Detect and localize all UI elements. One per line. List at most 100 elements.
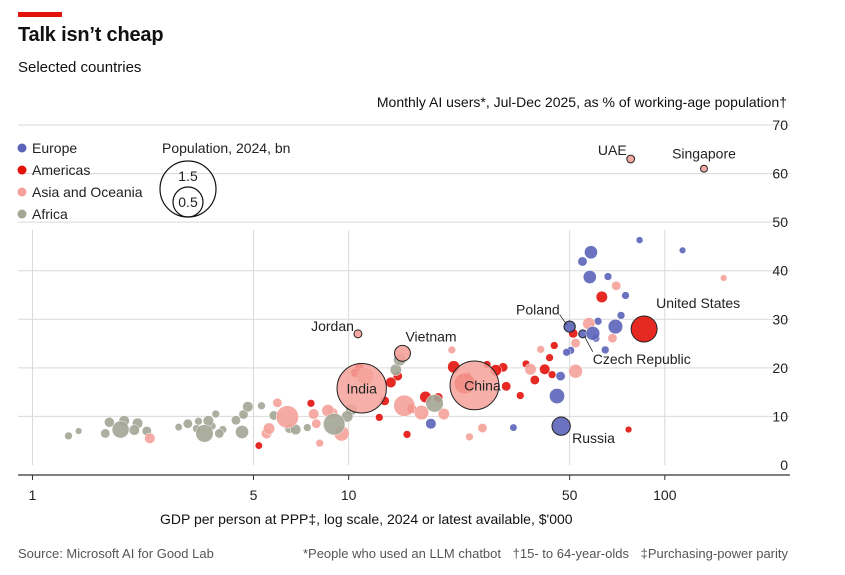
label-singapore: Singapore xyxy=(672,146,736,162)
data-point xyxy=(235,425,249,439)
data-point xyxy=(550,341,559,350)
y-tick-label: 10 xyxy=(772,408,788,424)
data-point xyxy=(562,348,571,357)
y-tick-label: 70 xyxy=(772,117,788,133)
data-point xyxy=(375,413,384,422)
data-point-jordan xyxy=(353,329,363,339)
data-point xyxy=(311,418,322,429)
data-point xyxy=(477,423,488,434)
data-point xyxy=(582,270,597,284)
data-point xyxy=(611,280,622,291)
size-legend-value-small: 0.5 xyxy=(178,194,198,210)
data-point xyxy=(524,363,537,376)
data-point xyxy=(529,375,540,385)
data-point xyxy=(308,408,320,420)
data-point xyxy=(195,424,214,443)
data-point xyxy=(111,420,130,439)
x-tick-label: 50 xyxy=(562,487,578,503)
footnotes: *People who used an LLM chatbot †15- to … xyxy=(295,546,788,561)
legend-dot-americas xyxy=(17,165,27,175)
x-tick-label: 10 xyxy=(341,487,357,503)
data-point xyxy=(437,407,450,421)
data-point xyxy=(621,291,630,300)
data-point-united-states xyxy=(630,315,658,343)
label-china: China xyxy=(464,377,501,393)
data-point-uae xyxy=(626,154,636,164)
data-point xyxy=(306,399,316,408)
data-point xyxy=(385,376,397,388)
data-point xyxy=(601,345,610,355)
data-point xyxy=(128,424,140,436)
data-point xyxy=(393,394,416,417)
data-point xyxy=(720,274,728,282)
y-tick-label: 30 xyxy=(772,311,788,327)
x-axis-title: GDP per person at PPP‡, log scale, 2024 … xyxy=(160,511,573,527)
data-point xyxy=(607,318,624,335)
data-point xyxy=(595,290,608,303)
data-point xyxy=(516,391,525,400)
data-point xyxy=(323,413,346,436)
data-point-poland xyxy=(563,320,576,333)
data-point xyxy=(230,415,241,426)
leader-line xyxy=(559,314,567,325)
data-point-india xyxy=(336,363,387,414)
brand-accent-bar xyxy=(18,12,62,17)
data-point xyxy=(585,326,601,341)
label-poland: Poland xyxy=(516,302,560,318)
label-czech-republic: Czech Republic xyxy=(593,351,691,367)
label-united-states: United States xyxy=(656,295,740,311)
data-point-czech-republic xyxy=(578,329,588,339)
leader-line xyxy=(584,336,594,353)
data-point xyxy=(545,353,554,362)
data-point xyxy=(182,418,193,429)
data-point xyxy=(272,397,283,408)
label-russia: Russia xyxy=(572,430,615,446)
data-point xyxy=(100,428,111,439)
label-vietnam: Vietnam xyxy=(405,328,456,344)
chart-title: Talk isn’t cheap xyxy=(18,24,164,46)
data-point xyxy=(501,381,512,392)
data-point xyxy=(257,401,266,410)
data-point xyxy=(616,311,626,320)
y-tick-label: 0 xyxy=(780,457,788,473)
y-tick-label: 20 xyxy=(772,360,788,376)
legend-label-africa: Africa xyxy=(32,206,68,222)
points-layer xyxy=(64,154,728,450)
data-point xyxy=(568,364,583,379)
data-point xyxy=(447,345,456,355)
data-point xyxy=(603,272,613,281)
data-point xyxy=(254,441,263,450)
data-point xyxy=(607,333,618,344)
data-point xyxy=(104,417,115,428)
data-point xyxy=(570,338,581,349)
data-point xyxy=(536,345,545,354)
data-point xyxy=(144,432,156,444)
data-point xyxy=(174,423,183,432)
data-point xyxy=(624,425,633,434)
size-legend-title: Population, 2024, bn xyxy=(162,140,290,156)
data-point xyxy=(577,256,588,267)
x-tick-label: 1 xyxy=(29,487,37,503)
data-point xyxy=(413,404,430,421)
data-point xyxy=(315,439,324,448)
legend-label-asia-and-oceania: Asia and Oceania xyxy=(32,184,143,200)
x-tick-label: 100 xyxy=(653,487,677,503)
data-point xyxy=(425,418,437,430)
footnote-ppp: ‡Purchasing-power parity xyxy=(640,546,788,561)
data-point xyxy=(64,431,73,440)
label-uae: UAE xyxy=(598,142,627,158)
data-point xyxy=(509,423,518,432)
data-point xyxy=(584,245,598,260)
data-point xyxy=(549,388,565,404)
data-point xyxy=(678,246,687,254)
data-point xyxy=(555,371,566,382)
size-legend-value-large: 1.5 xyxy=(178,168,198,184)
source-note: Source: Microsoft AI for Good Lab xyxy=(18,546,214,561)
data-point-vietnam xyxy=(394,344,411,362)
y-tick-label: 50 xyxy=(772,214,788,230)
data-point-china xyxy=(449,360,500,411)
legend-label-americas: Americas xyxy=(32,162,90,178)
y-tick-label: 60 xyxy=(772,166,788,182)
label-jordan: Jordan xyxy=(311,318,354,334)
